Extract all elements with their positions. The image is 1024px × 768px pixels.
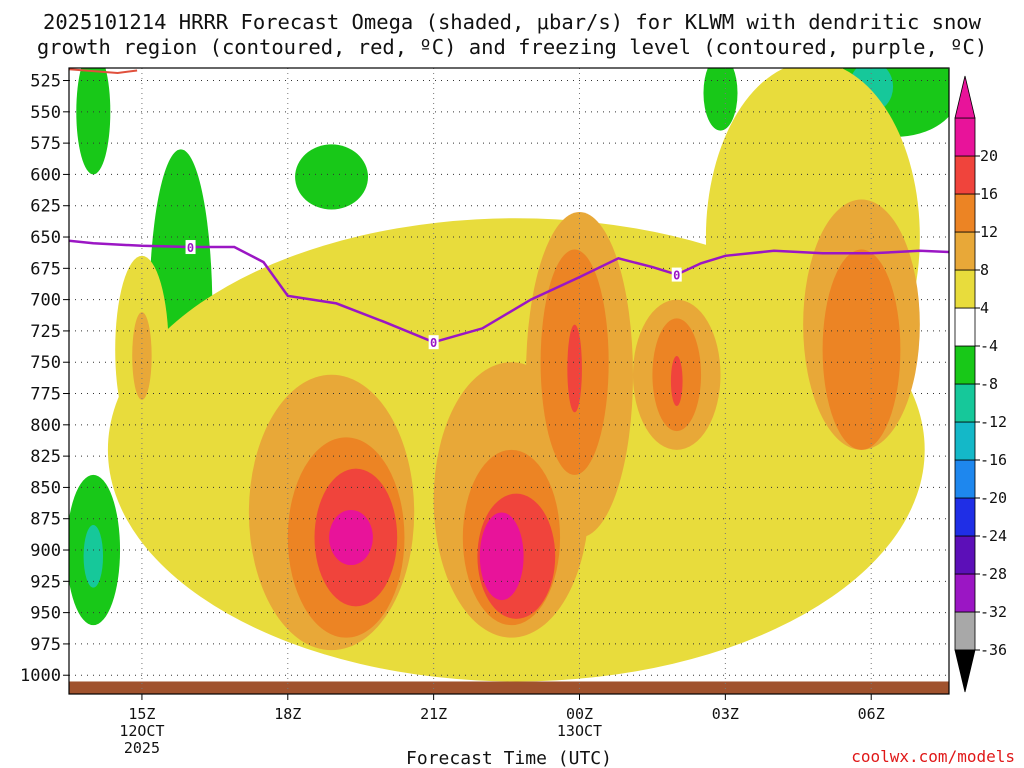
y-tick-label: 825 [30, 447, 61, 467]
y-axis: 525 550 575 600 625 650 675 700 725 750 775 800 825 8… [20, 72, 69, 686]
x-tick-label: 00Z [566, 705, 593, 723]
colorbar-bin [954, 307, 976, 347]
colorbar-bin [954, 193, 976, 233]
surface-strip [69, 681, 949, 694]
plot-frame [68, 67, 950, 695]
colorbar-label: 16 [980, 185, 998, 203]
colorbar-label: -8 [980, 375, 998, 393]
x-tick-label: 18Z [274, 705, 301, 723]
x-tick-label: 06Z [858, 705, 885, 723]
green-region-top-mid [703, 68, 738, 131]
colorbar-label: 12 [980, 223, 998, 241]
colorbar-bin [954, 535, 976, 575]
freezing-level-label-bg [428, 335, 439, 350]
y-tick-label: 975 [30, 635, 61, 655]
y-tick-label: 800 [30, 416, 61, 436]
colorbar: 20 16 12 8 4 -4 -8 -12 -16 -20 -24 -28 -32 -36 [954, 75, 1007, 693]
y-tick-label: 575 [30, 134, 61, 154]
colorbar-bin [954, 459, 976, 499]
freezing-level-label: 0 [673, 269, 680, 283]
freezing-level-label-bg [185, 240, 196, 255]
y-tick-label: 1000 [20, 666, 61, 686]
dark-orange-right [822, 249, 901, 450]
contours: 0 0 0 [69, 68, 949, 350]
colorbar-bin [954, 345, 976, 385]
y-tick-label: 750 [30, 353, 61, 373]
freezing-level-label: 0 [430, 336, 437, 350]
colorbar-bin [954, 117, 976, 157]
y-tick-label: 900 [30, 541, 61, 561]
freezing-level-contour [69, 239, 949, 344]
y-tick-label: 725 [30, 322, 61, 342]
colorbar-label: -4 [980, 337, 998, 355]
y-tick-label: 925 [30, 572, 61, 592]
colorbar-label: 20 [980, 147, 998, 165]
x-tick-label: 03Z [712, 705, 739, 723]
magenta-region-low-1 [329, 509, 373, 566]
colorbar-bin [954, 611, 976, 651]
y-tick-label: 775 [30, 385, 61, 405]
teal-region-lower-left [83, 524, 104, 588]
colorbar-bin [954, 421, 976, 461]
colorbar-under-arrow [954, 649, 976, 693]
y-tick-label: 525 [30, 72, 61, 92]
y-tick-label: 625 [30, 197, 61, 217]
x-axis-label: Forecast Time (UTC) [406, 748, 612, 768]
red-region-mid [567, 324, 582, 413]
x-tick-label: 15Z [128, 705, 155, 723]
colorbar-label: -28 [980, 565, 1007, 583]
colorbar-label: 8 [980, 261, 989, 279]
y-tick-label: 650 [30, 228, 61, 248]
colorbar-over-arrow [954, 75, 976, 119]
credit-label: coolwx.com/models [851, 747, 1015, 766]
colorbar-label: -20 [980, 489, 1007, 507]
colorbar-bin [954, 383, 976, 423]
x-tick-label: 21Z [420, 705, 447, 723]
y-tick-label: 850 [30, 478, 61, 498]
freezing-level-label-bg [671, 267, 682, 282]
colorbar-label: -24 [980, 527, 1007, 545]
colorbar-bin [954, 155, 976, 195]
x-tick-year: 2025 [124, 739, 160, 757]
freezing-level-label: 0 [187, 241, 194, 255]
y-tick-label: 675 [30, 259, 61, 279]
omega-shading [69, 68, 949, 694]
green-region-small-box [295, 144, 369, 210]
y-tick-label: 550 [30, 103, 61, 123]
colorbar-bin [954, 573, 976, 613]
colorbar-label: -36 [980, 641, 1007, 659]
green-region-top-left [76, 68, 111, 175]
colorbar-bin [954, 269, 976, 309]
orange-region-left [132, 312, 152, 400]
y-tick-label: 875 [30, 510, 61, 530]
chart-title-line-1: 2025101214 HRRR Forecast Omega (shaded, … [43, 10, 982, 34]
chart-title-line-2: growth region (contoured, red, ºC) and f… [37, 35, 987, 59]
x-tick-date: 13OCT [557, 722, 602, 740]
dendritic-growth-contour [69, 68, 138, 75]
colorbar-label: -32 [980, 603, 1007, 621]
colorbar-bin [954, 231, 976, 271]
y-tick-label: 950 [30, 604, 61, 624]
colorbar-label: -12 [980, 413, 1007, 431]
red-region-mid-2 [670, 355, 683, 407]
y-tick-label: 600 [30, 165, 61, 185]
colorbar-bin [954, 497, 976, 537]
y-tick-label: 700 [30, 291, 61, 311]
colorbar-label: 4 [980, 299, 989, 317]
x-tick-date: 12OCT [119, 722, 164, 740]
colorbar-label: -16 [980, 451, 1007, 469]
magenta-region-low-2 [479, 512, 524, 601]
